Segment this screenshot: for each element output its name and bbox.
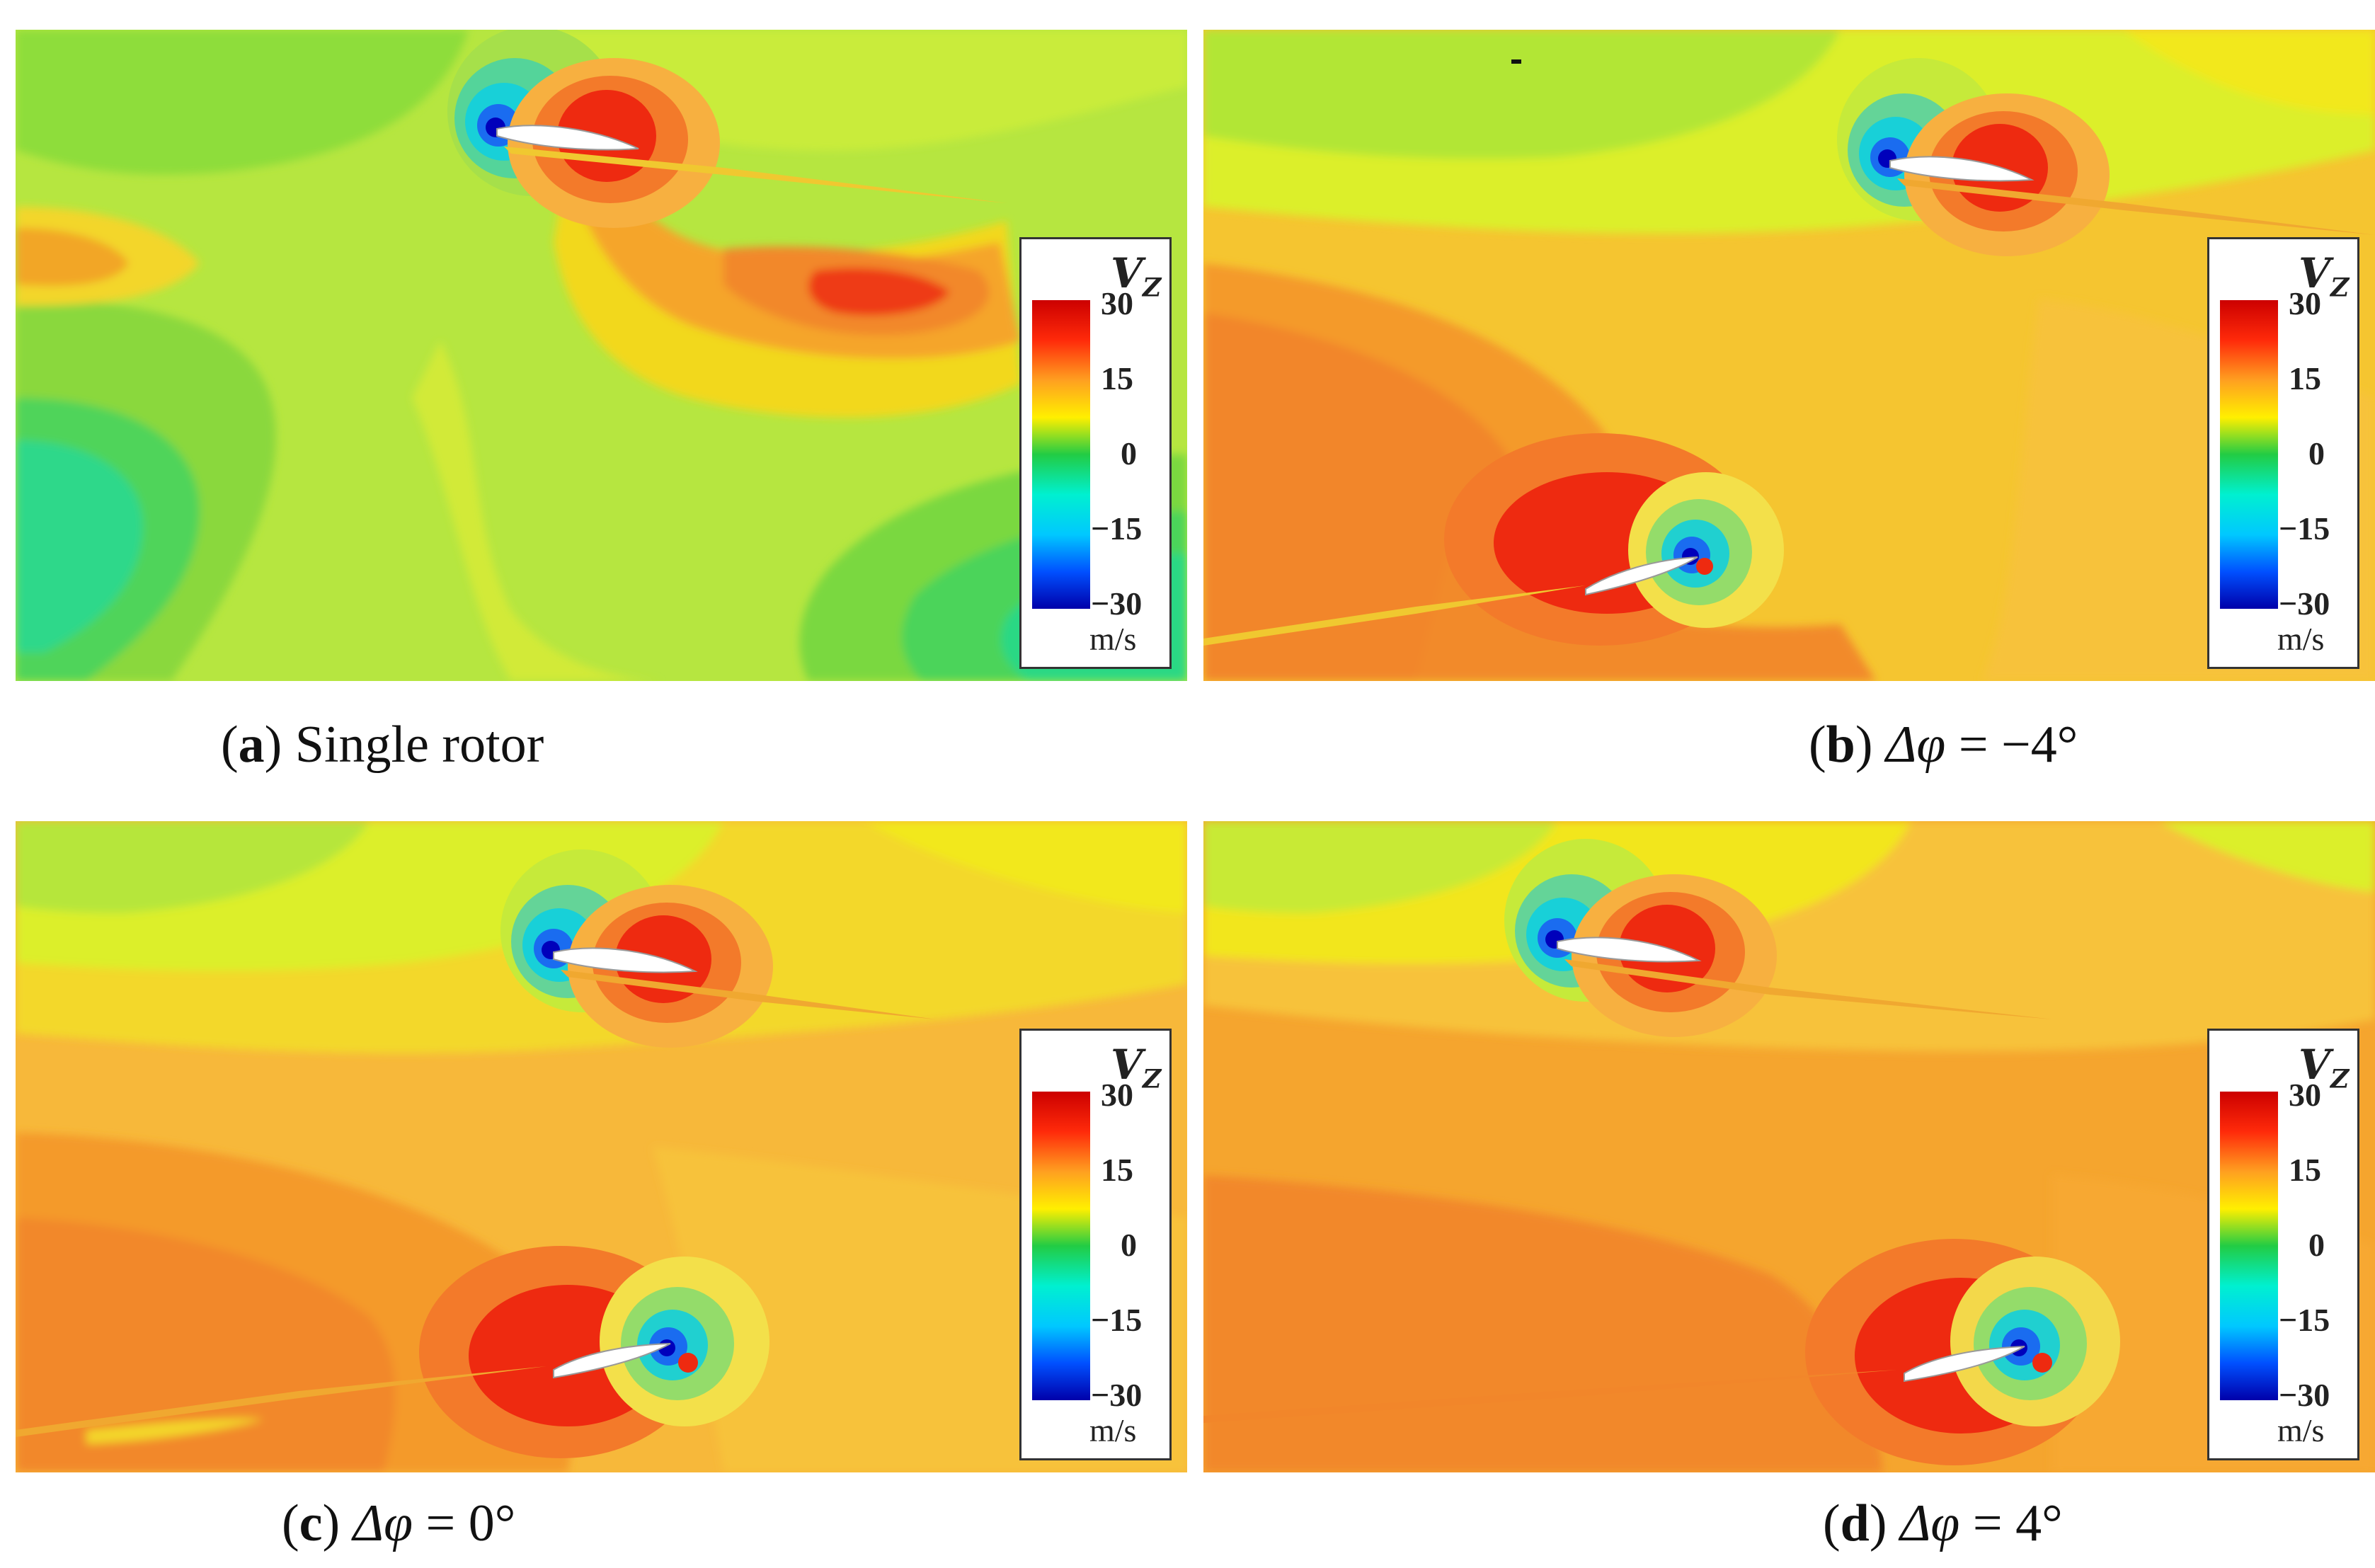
colorbar-tick: −15 [1091, 510, 1143, 546]
rotor-blade-c-upper [500, 849, 936, 1048]
colorbar-tick: −15 [2279, 1302, 2330, 1338]
colorbar-unit: m/s [2277, 621, 2325, 657]
colorbar-tick: 30 [1101, 1077, 1133, 1113]
colorbar-a: VZ 30 15 0 −15 −30 m/s [1019, 237, 1172, 669]
colorbar-tick: 0 [1121, 435, 1137, 471]
rotor-blade-d-upper [1504, 839, 2053, 1037]
colorbar-tick: 30 [2289, 285, 2321, 321]
colorbar-title: VZ [2299, 249, 2350, 303]
contour-field-b [1203, 30, 2375, 681]
colorbar-tick: 0 [2308, 435, 2325, 471]
colorbar-b: VZ 30 15 0 −15 −30 m/s [2207, 237, 2359, 669]
colorbar-title: VZ [1111, 249, 1162, 303]
colorbar-tick: −30 [1091, 1377, 1143, 1413]
contour-field-c [16, 821, 1187, 1472]
contour-panel-a: VZ 30 15 0 −15 −30 m/s [16, 30, 1187, 681]
colorbar-tick: 15 [2289, 1152, 2321, 1188]
colorbar-title: VZ [2299, 1041, 2350, 1094]
colorbar-tick: 15 [1101, 1152, 1133, 1188]
contour-panel-d: VZ 30 15 0 −15 −30 m/s [1203, 821, 2375, 1472]
contour-panel-b: VZ 30 15 0 −15 −30 m/s [1203, 30, 2375, 681]
colorbar-tick: 15 [2289, 360, 2321, 396]
rotor-blade-b-upper [1837, 58, 2375, 256]
contour-field-a [16, 30, 1187, 681]
colorbar-tick: 0 [2308, 1227, 2325, 1263]
colorbar-tick: 15 [1101, 360, 1133, 396]
colorbar-tick: −15 [2279, 510, 2330, 546]
colorbar-d: VZ 30 15 0 −15 −30 m/s [2207, 1029, 2359, 1460]
rotor-blade-d-lower [1203, 1239, 2120, 1465]
colorbar-tick: −30 [2279, 585, 2330, 622]
colorbar-tick: −30 [1091, 585, 1143, 622]
caption-b: (b) Δφ = −4° [1809, 716, 2078, 774]
caption-c: (c) Δφ = 0° [282, 1494, 516, 1552]
colorbar-tick: 0 [1121, 1227, 1137, 1263]
colorbar-unit: m/s [1089, 621, 1137, 657]
caption-a: (a) Single rotor [221, 716, 544, 774]
colorbar-tick: 30 [1101, 285, 1133, 321]
colorbar-c: VZ 30 15 0 −15 −30 m/s [1019, 1029, 1172, 1460]
rotor-blade-b-lower [1203, 433, 1784, 646]
caption-d: (d) Δφ = 4° [1823, 1494, 2063, 1552]
colorbar-unit: m/s [2277, 1412, 2325, 1448]
artifact-mark [1511, 59, 1521, 64]
contour-panel-c: VZ 30 15 0 −15 −30 m/s [16, 821, 1187, 1472]
colorbar-tick: −30 [2279, 1377, 2330, 1413]
colorbar-tick: −15 [1091, 1302, 1143, 1338]
rotor-blade-c-lower [16, 1246, 769, 1458]
colorbar-tick: 30 [2289, 1077, 2321, 1113]
rotor-blade-a [447, 30, 1007, 228]
colorbar-title: VZ [1111, 1041, 1162, 1094]
contour-field-d [1203, 821, 2375, 1472]
colorbar-unit: m/s [1089, 1412, 1137, 1448]
